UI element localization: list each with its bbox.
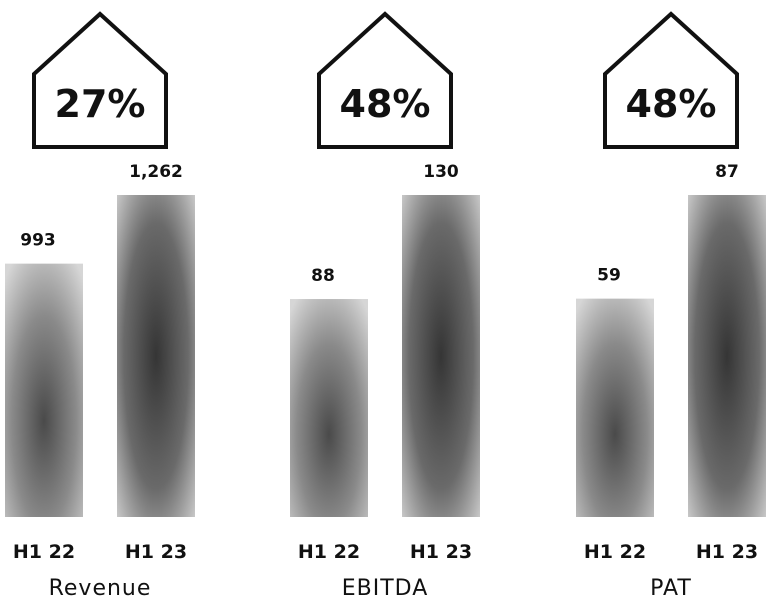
growth-badge-ebitda <box>317 11 453 149</box>
value-label-ebitda-0: 88 <box>311 266 335 286</box>
tick-label-ebitda-1: H1 23 <box>410 541 472 563</box>
growth-badge-pat <box>603 11 739 149</box>
value-label-revenue-1: 1,262 <box>129 162 183 182</box>
tick-label-revenue-1: H1 23 <box>125 541 187 563</box>
bar-ebitda-h1-22 <box>290 299 368 517</box>
group-revenue: 27% 993 H1 22 1,262 H1 23 Revenue <box>5 11 195 599</box>
tick-label-ebitda-0: H1 22 <box>298 541 360 563</box>
tick-label-pat-1: H1 23 <box>696 541 758 563</box>
value-label-revenue-0: 993 <box>20 231 56 251</box>
growth-percent-pat: 48% <box>626 82 717 126</box>
tick-label-pat-0: H1 22 <box>584 541 646 563</box>
bar-pat-h1-22 <box>576 298 654 517</box>
value-label-pat-0: 59 <box>597 266 621 286</box>
growth-percent-revenue: 27% <box>55 82 146 126</box>
value-label-ebitda-1: 130 <box>423 162 459 182</box>
group-label-revenue: Revenue <box>49 576 152 599</box>
group-ebitda: 48% 88 H1 22 130 H1 23 EBITDA <box>290 11 480 599</box>
growth-badge-revenue <box>32 11 168 149</box>
bar-ebitda-h1-23 <box>402 195 480 517</box>
bar-pat-h1-23 <box>688 195 766 517</box>
growth-percent-ebitda: 48% <box>340 82 431 126</box>
bar-revenue-h1-22 <box>5 263 83 517</box>
tick-label-revenue-0: H1 22 <box>13 541 75 563</box>
value-label-pat-1: 87 <box>715 162 739 182</box>
group-label-pat: PAT <box>650 576 692 599</box>
group-label-ebitda: EBITDA <box>342 576 429 599</box>
bar-revenue-h1-23 <box>117 195 195 517</box>
